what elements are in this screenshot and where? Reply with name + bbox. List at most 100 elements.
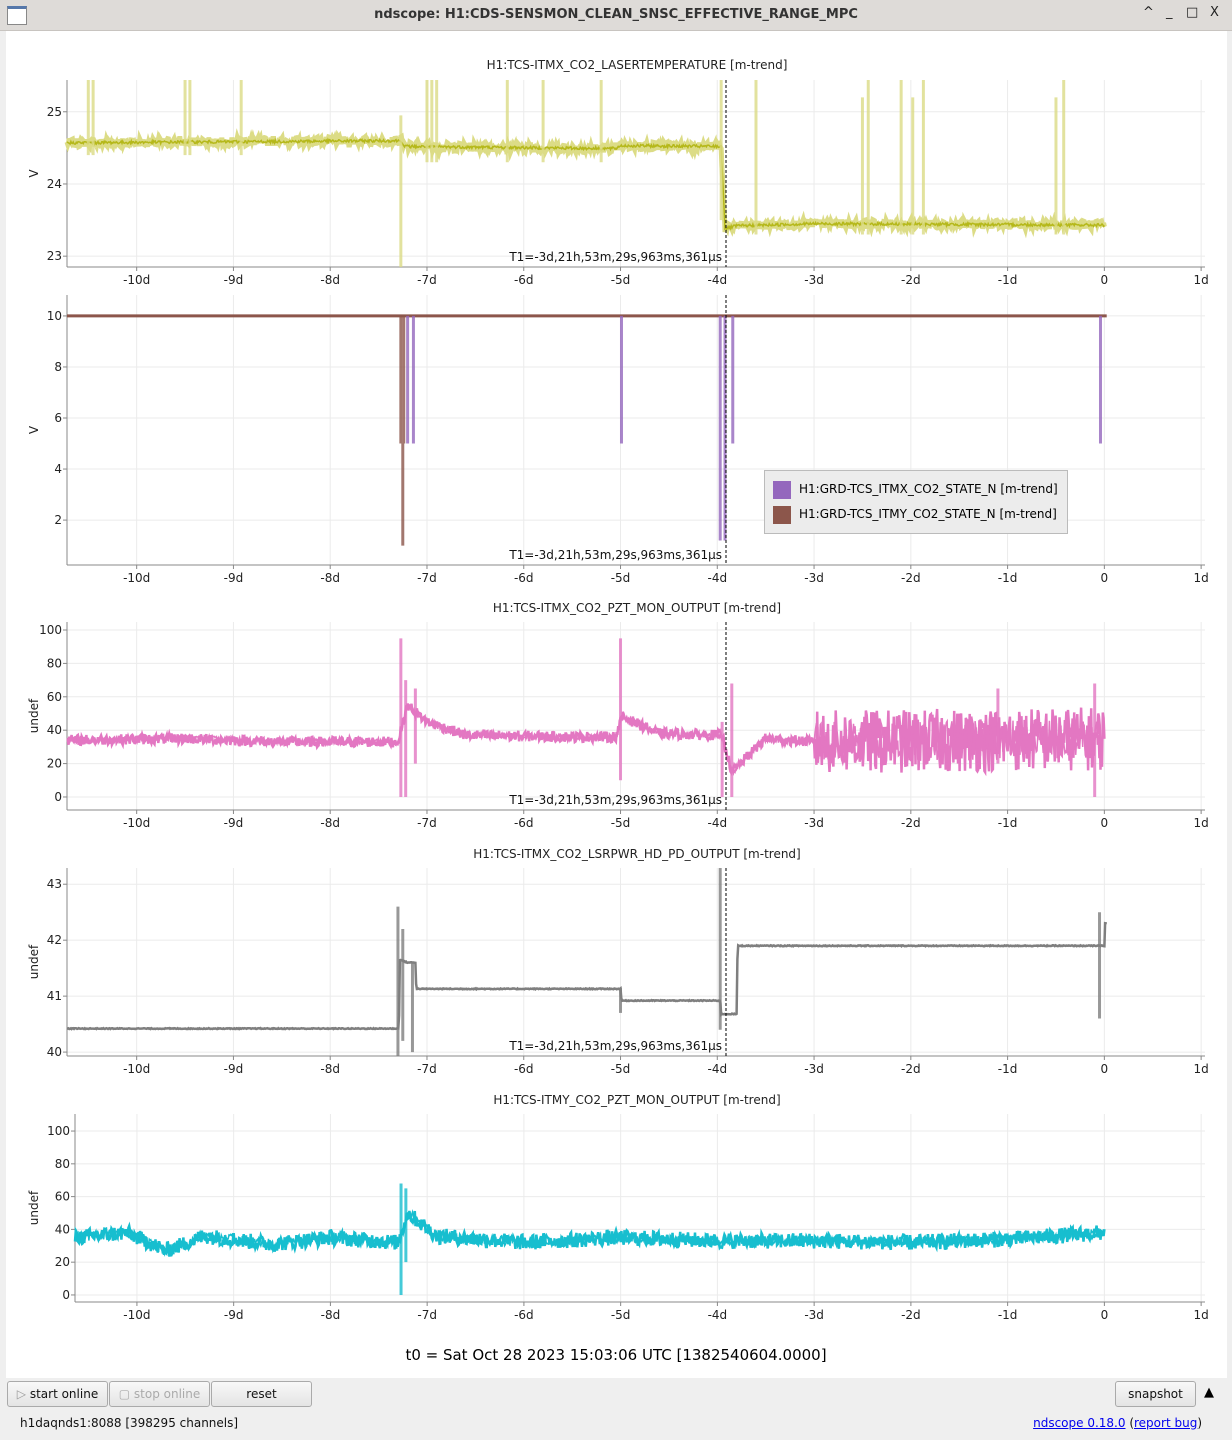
legend-item-itmx[interactable]: H1:GRD-TCS_ITMX_CO2_STATE_N [m-trend]: [773, 479, 1058, 499]
legend-label: H1:GRD-TCS_ITMY_CO2_STATE_N [m-trend]: [799, 507, 1057, 521]
x-tick-label: -3d: [804, 571, 824, 585]
t0-label: t0 = Sat Oct 28 2023 15:03:06 UTC [13825…: [405, 1346, 827, 1364]
y-tick-label: 80: [55, 1157, 70, 1171]
plot-5[interactable]: -10d -9d -8d -7d -6d -5d -4d -3d -2d -1d 0 1d 0 20 40 6…: [27, 1093, 1209, 1322]
x-tick-label: -6d: [514, 1062, 534, 1076]
y-tick-label: 10: [47, 309, 62, 323]
x-tick-label: -4d: [707, 1062, 727, 1076]
y-tick-label: 0: [62, 1288, 70, 1302]
maximize-button[interactable]: □: [1186, 5, 1199, 20]
x-tick-label: -6d: [514, 273, 534, 287]
plot-3[interactable]: -10d -9d -8d -7d -6d -5d -4d -3d -2d -1d 0 1d 0 20 40 6…: [27, 601, 1209, 830]
plots-canvas[interactable]: -10d -9d -8d -7d -6d -5d -4d -3d -2d -1d 0 1d 23 24 25…: [0, 0, 1232, 1378]
minimize-button[interactable]: _: [1166, 5, 1173, 20]
reset-button[interactable]: reset: [211, 1381, 312, 1407]
x-tick-label: -10d: [123, 1062, 150, 1076]
x-tick-label: 1d: [1193, 273, 1208, 287]
x-tick-label: -4d: [708, 1308, 728, 1322]
plot-1[interactable]: -10d -9d -8d -7d -6d -5d -4d -3d -2d -1d 0 1d 23 24 25…: [27, 58, 1209, 287]
app-icon: [7, 6, 27, 25]
collapse-arrow-icon[interactable]: ▲: [1204, 1385, 1214, 1400]
x-tick-label: -10d: [123, 571, 150, 585]
report-bug-link[interactable]: report bug: [1134, 1416, 1198, 1430]
start-online-button[interactable]: ▷ start online: [7, 1381, 108, 1407]
legend-label: H1:GRD-TCS_ITMX_CO2_STATE_N [m-trend]: [799, 482, 1058, 496]
plot-title: H1:TCS-ITMX_CO2_LASERTEMPERATURE [m-tren…: [487, 58, 788, 72]
cursor-label: T1=-3d,21h,53m,29s,963ms,361µs: [508, 250, 722, 264]
paren-close: ): [1197, 1416, 1202, 1430]
series-h1-tcs-itmx-co2-lsrpwr-hd-pd-output: [66, 868, 1108, 1056]
plot-4[interactable]: -10d -9d -8d -7d -6d -5d -4d -3d -2d -1d 0 1d 40 41 42…: [27, 847, 1209, 1076]
y-tick-label: 20: [55, 1255, 70, 1269]
y-tick-label: 23: [47, 249, 62, 263]
x-tick-label: 1d: [1193, 1062, 1208, 1076]
x-tick-label: -7d: [417, 1308, 437, 1322]
stop-icon: ▢: [118, 1387, 134, 1401]
x-tick-label: -5d: [611, 816, 631, 830]
play-icon: ▷: [16, 1387, 30, 1401]
close-button[interactable]: X: [1210, 5, 1219, 20]
start-online-label: start online: [29, 1387, 99, 1401]
legend[interactable]: H1:GRD-TCS_ITMX_CO2_STATE_N [m-trend] H1…: [764, 470, 1068, 534]
x-tick-label: -2d: [901, 571, 921, 585]
title-bar: ndscope: H1:CDS-SENSMON_CLEAN_SNSC_EFFEC…: [0, 0, 1232, 31]
y-tick-label: 24: [47, 177, 62, 191]
cursor-label: T1=-3d,21h,53m,29s,963ms,361µs: [508, 793, 722, 807]
y-tick-label: 6: [54, 411, 62, 425]
y-axis-label: undef: [27, 1190, 41, 1225]
x-tick-label: -8d: [320, 571, 340, 585]
stop-online-button[interactable]: ▢ stop online: [109, 1381, 210, 1407]
y-tick-label: 40: [55, 1222, 70, 1236]
y-axis-label: undef: [27, 944, 41, 979]
legend-item-itmy[interactable]: H1:GRD-TCS_ITMY_CO2_STATE_N [m-trend]: [773, 504, 1057, 524]
x-tick-label: -7d: [417, 571, 437, 585]
trace-line: [74, 1209, 1105, 1257]
y-tick-label: 0: [54, 790, 62, 804]
x-tick-label: -4d: [707, 273, 727, 287]
x-tick-label: -10d: [123, 273, 150, 287]
plot-background: [67, 868, 1205, 1056]
y-axis-label: V: [27, 425, 41, 434]
x-tick-label: -3d: [804, 1308, 824, 1322]
y-tick-label: 43: [47, 877, 62, 891]
legend-swatch: [773, 505, 791, 524]
x-tick-label: -1d: [998, 816, 1018, 830]
x-tick-label: -10d: [123, 816, 150, 830]
y-tick-label: 25: [47, 105, 62, 119]
plot-background: [67, 622, 1205, 810]
x-tick-label: -9d: [224, 1308, 244, 1322]
x-tick-label: -2d: [901, 273, 921, 287]
y-tick-label: 42: [47, 933, 62, 947]
x-tick-label: -7d: [417, 816, 437, 830]
y-tick-label: 2: [54, 513, 62, 527]
y-tick-label: 40: [47, 1045, 62, 1059]
plot-background: [75, 1114, 1205, 1302]
snapshot-button[interactable]: snapshot: [1115, 1381, 1196, 1407]
x-tick-label: -6d: [514, 571, 534, 585]
series-h1-grd-tcs-itmy-co2-state-n-m-trend-: [67, 314, 1107, 546]
version-link[interactable]: ndscope 0.18.0: [1033, 1416, 1126, 1430]
x-tick-label: -1d: [998, 273, 1018, 287]
plot-title: H1:TCS-ITMY_CO2_PZT_MON_OUTPUT [m-trend]: [493, 1093, 780, 1107]
x-tick-label: 0: [1101, 816, 1109, 830]
x-tick-label: 1d: [1193, 571, 1208, 585]
x-tick-label: -9d: [224, 273, 244, 287]
x-tick-label: -9d: [224, 571, 244, 585]
plot-2[interactable]: -10d -9d -8d -7d -6d -5d -4d -3d -2d -1d 0 1d 2 4 6 8 10…: [27, 295, 1209, 585]
trace-line: [66, 922, 1107, 1030]
y-tick-label: 20: [47, 757, 62, 771]
x-tick-label: -5d: [611, 571, 631, 585]
shade-button[interactable]: ^: [1143, 5, 1154, 20]
x-tick-label: -8d: [320, 1062, 340, 1076]
x-tick-label: -8d: [320, 273, 340, 287]
y-axis-label: V: [27, 169, 41, 178]
x-tick-label: -5d: [611, 273, 631, 287]
plot-title: H1:TCS-ITMX_CO2_LSRPWR_HD_PD_OUTPUT [m-t…: [473, 847, 800, 861]
plot-title: H1:TCS-ITMX_CO2_PZT_MON_OUTPUT [m-trend]: [493, 601, 781, 615]
series-h1-tcs-itmy-co2-pzt-mon-output: [73, 1183, 1106, 1295]
y-tick-label: 8: [54, 360, 62, 374]
series-h1-tcs-itmx-co2-pzt-mon-output: [66, 638, 1106, 797]
x-tick-label: 0: [1101, 1062, 1109, 1076]
x-tick-label: 1d: [1193, 1308, 1208, 1322]
x-tick-label: -1d: [998, 1062, 1018, 1076]
